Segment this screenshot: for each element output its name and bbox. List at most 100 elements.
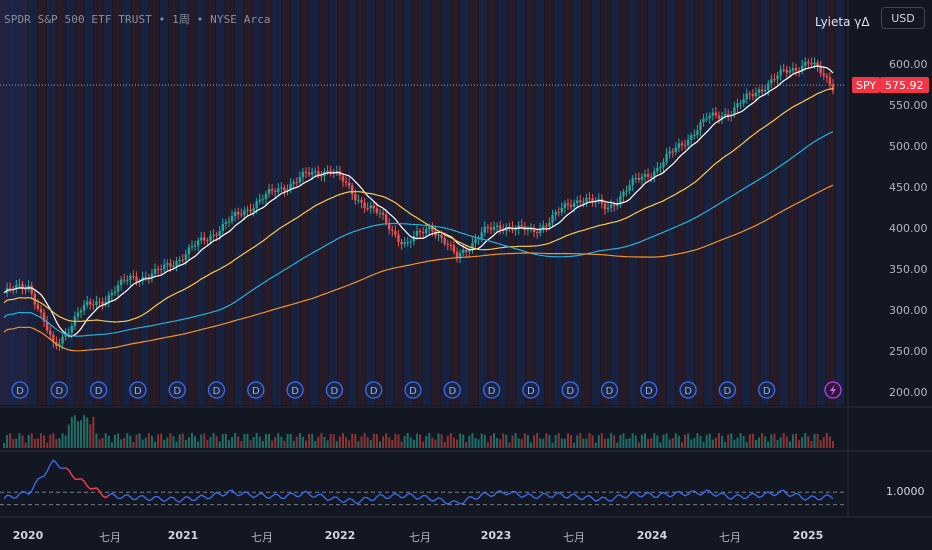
volume-bar: [39, 433, 42, 448]
candle: [369, 205, 372, 209]
candle: [175, 261, 178, 267]
candle: [292, 182, 295, 184]
background-stripe: [131, 0, 141, 405]
candle: [668, 151, 671, 154]
candle: [727, 113, 730, 117]
candle: [79, 310, 83, 313]
candle: [717, 115, 721, 119]
dividend-marker: [600, 381, 619, 399]
candle: [403, 242, 406, 245]
candle: [714, 112, 718, 116]
volume-bar: [764, 436, 767, 448]
currency-button[interactable]: USD: [881, 7, 925, 29]
background-stripe: [431, 0, 441, 405]
candle: [381, 212, 385, 215]
candle: [283, 187, 286, 191]
x-tick-label: 2023: [480, 529, 512, 542]
candle: [378, 212, 382, 214]
volume-bar: [363, 433, 366, 448]
volume-bar: [687, 433, 690, 448]
candle: [86, 301, 89, 305]
volume-bar: [6, 435, 9, 448]
volume-bar: [502, 433, 505, 448]
volume-bar: [745, 441, 748, 448]
candle: [591, 198, 594, 202]
dividend-marker-label: D: [488, 386, 496, 397]
candle: [813, 62, 816, 65]
dividend-marker: [758, 381, 776, 399]
background-stripe: [779, 0, 789, 405]
candle: [113, 291, 117, 294]
volume-bar: [117, 433, 120, 448]
candle: [683, 144, 687, 146]
volume-bar: [305, 440, 308, 448]
y-tick-label: 300.00: [889, 303, 928, 317]
background-stripe: [37, 0, 47, 405]
candle: [249, 209, 252, 212]
symbol-header[interactable]: SPDR S&P 500 ETF TRUST • 1周 • NYSE Arca: [4, 11, 271, 27]
background-stripe: [816, 0, 826, 405]
candle: [609, 204, 613, 208]
candle: [116, 285, 120, 292]
candle: [431, 226, 434, 232]
candle: [89, 301, 92, 305]
candle: [52, 334, 55, 343]
volume-bar: [662, 434, 665, 448]
volume-bar: [317, 436, 320, 448]
candle: [428, 226, 431, 230]
background-stripe: [713, 0, 723, 405]
candle: [15, 284, 18, 289]
volume-bar: [190, 433, 193, 448]
exchange-label: NYSE Arca: [210, 13, 271, 26]
volume-bar: [511, 435, 514, 448]
volume-bar: [144, 437, 147, 448]
interval-label: 1周: [172, 13, 190, 26]
volume-bar: [388, 437, 391, 448]
candle: [70, 325, 73, 333]
volume-bar: [375, 434, 378, 448]
candle: [363, 202, 366, 209]
background-stripe: [122, 0, 131, 405]
candle: [122, 279, 126, 281]
candle: [104, 301, 107, 305]
background-stripe: [638, 0, 648, 405]
candle: [409, 241, 412, 243]
volume-bar: [231, 437, 234, 448]
candle: [794, 68, 798, 71]
background-stripe: [28, 0, 37, 405]
candle: [360, 200, 363, 203]
volume-bar: [52, 433, 55, 448]
candle: [754, 92, 758, 97]
candle: [301, 171, 305, 178]
candle: [30, 285, 33, 294]
volume-bar: [462, 434, 465, 448]
candle: [437, 234, 440, 236]
background-stripe: [807, 0, 817, 405]
background-stripe: [394, 0, 404, 405]
volume-bar: [422, 441, 425, 448]
volume-bar: [514, 433, 517, 448]
candle: [819, 66, 822, 74]
volume-bar: [758, 437, 761, 448]
candle: [748, 93, 751, 95]
candle: [110, 293, 114, 296]
candle: [810, 63, 813, 65]
candle: [822, 73, 825, 76]
volume-bar: [607, 438, 610, 448]
volume-bar: [274, 436, 277, 448]
volume-bar: [9, 433, 12, 448]
volume-bar: [520, 439, 523, 448]
indicator-name[interactable]: Lyieta γΔ: [815, 15, 870, 29]
volume-bar: [631, 433, 634, 448]
dividend-marker-label: D: [95, 386, 103, 397]
background-stripe: [309, 0, 319, 405]
candle: [526, 229, 530, 231]
candle: [397, 234, 400, 242]
volume-bar: [378, 441, 381, 448]
volume-bar: [748, 434, 751, 448]
background-stripe: [516, 0, 526, 405]
x-tick-label: 2025: [792, 529, 824, 542]
candle: [828, 77, 832, 85]
volume-bar: [24, 442, 27, 448]
